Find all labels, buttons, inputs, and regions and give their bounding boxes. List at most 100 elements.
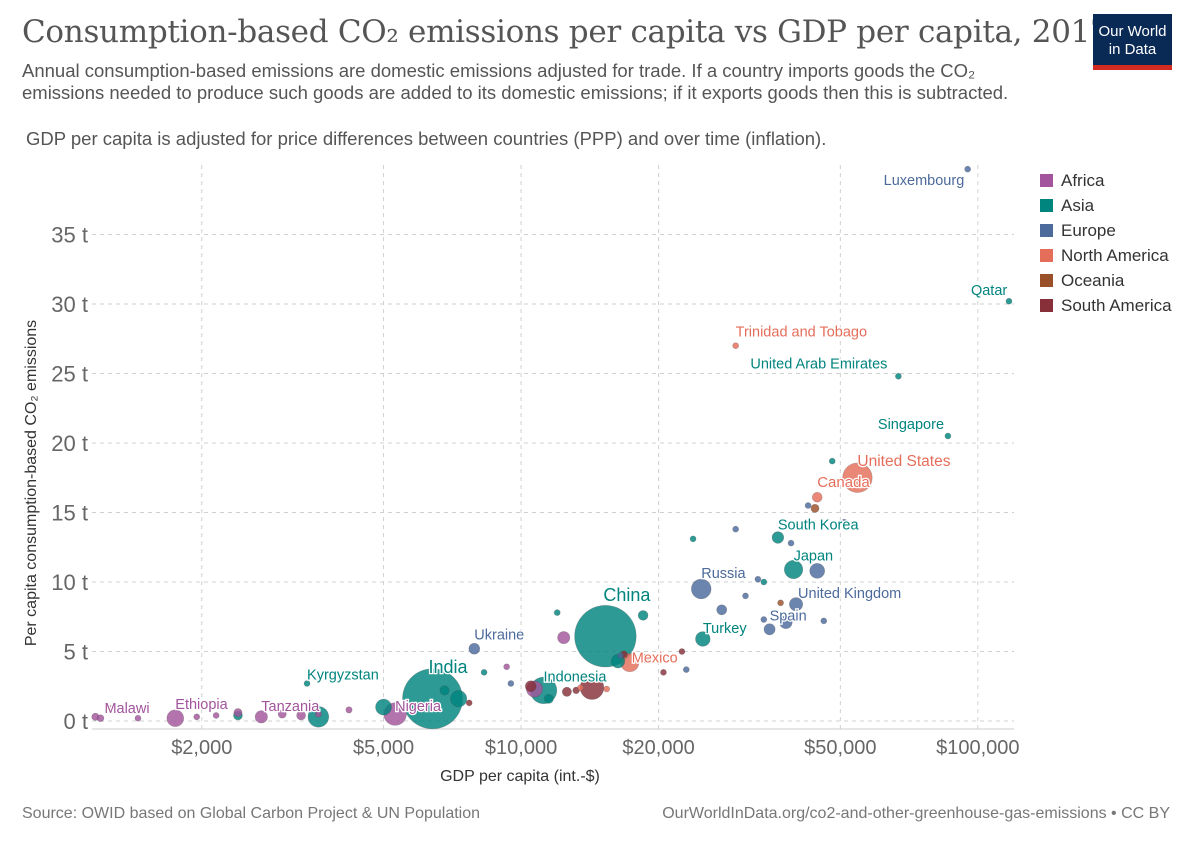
- data-point-china: [574, 605, 637, 668]
- data-point: [689, 535, 697, 543]
- data-point: [810, 503, 820, 513]
- legend-item-europe[interactable]: Europe: [1040, 218, 1172, 243]
- data-point: [212, 712, 220, 719]
- y-axis-ticks: 0 t 5 t 10 t 15 t 20 t 25 t 30 t 35 t: [51, 223, 88, 735]
- data-point-trinidad-and-tobago: [732, 342, 739, 350]
- data-point: [777, 599, 784, 607]
- source-note: Source: OWID based on Global Carbon Proj…: [22, 805, 481, 822]
- point-label: Nigeria: [395, 699, 442, 715]
- data-point-luxembourg: [964, 165, 971, 173]
- x-tick-label: $100,000: [936, 737, 1019, 759]
- point-label: Luxembourg: [884, 173, 965, 189]
- data-point: [480, 669, 488, 676]
- data-point-singapore: [944, 432, 952, 440]
- data-point: [732, 525, 739, 533]
- legend-label: South America: [1061, 295, 1172, 315]
- data-point: [820, 617, 828, 625]
- source-url[interactable]: OurWorldInData.org/co2-and-other-greenho…: [662, 805, 1170, 822]
- legend-item-north-america[interactable]: North America: [1040, 243, 1172, 268]
- chart-subtitle: Annual consumption-based emissions are d…: [22, 60, 1009, 103]
- data-point: [716, 604, 728, 616]
- data-point: [233, 708, 243, 718]
- point-label: Malawi: [104, 701, 149, 717]
- data-point: [840, 518, 848, 526]
- data-point: [507, 680, 515, 687]
- y-axis-label: Per capita consumption-based CO₂ emissio…: [23, 320, 40, 646]
- x-tick-label: $2,000: [171, 737, 232, 759]
- point-label: United Kingdom: [798, 586, 901, 602]
- point-label: Kyrgyzstan: [307, 667, 379, 683]
- legend-label: Europe: [1061, 220, 1116, 240]
- data-point: [637, 610, 649, 621]
- owid-logo[interactable]: Our World in Data: [1093, 14, 1172, 70]
- legend-swatch: [1040, 174, 1053, 187]
- legend-item-south-america[interactable]: South America: [1040, 293, 1172, 318]
- data-point: [678, 648, 686, 655]
- data-point-kyrgyzstan: [303, 680, 311, 687]
- x-axis-label: GDP per capita (int.-$): [440, 768, 600, 785]
- y-tick-label: 30 t: [51, 292, 88, 317]
- point-label: Singapore: [878, 417, 944, 433]
- legend-label: North America: [1061, 245, 1169, 265]
- point-label: Ukraine: [474, 628, 524, 644]
- y-tick-label: 15 t: [51, 501, 88, 526]
- point-label: Qatar: [971, 283, 1007, 299]
- logo-line-2: in Data: [1108, 41, 1157, 58]
- data-point: [106, 705, 114, 712]
- point-label: Japan: [794, 548, 834, 564]
- data-points: [91, 165, 1013, 730]
- data-point: [553, 609, 561, 616]
- point-label: Ethiopia: [175, 697, 228, 713]
- data-point: [450, 690, 468, 708]
- data-point: [277, 709, 287, 719]
- data-point: [561, 686, 572, 697]
- data-point: [603, 685, 611, 693]
- data-point: [760, 616, 768, 623]
- point-label: United States: [857, 453, 950, 470]
- data-point-canada: [811, 491, 823, 503]
- grid-lines: [92, 165, 1014, 730]
- data-point: [641, 653, 652, 664]
- data-point: [617, 652, 624, 659]
- y-tick-label: 5 t: [64, 640, 88, 665]
- data-point: [760, 578, 768, 586]
- legend-item-asia[interactable]: Asia: [1040, 193, 1172, 218]
- data-point: [682, 666, 690, 673]
- legend-label: Asia: [1061, 195, 1095, 215]
- data-point-turkey: [695, 631, 711, 647]
- data-point: [809, 563, 825, 579]
- legend-swatch: [1040, 199, 1053, 212]
- data-point: [787, 539, 795, 547]
- data-point-qatar: [1005, 297, 1013, 305]
- data-point-malawi: [96, 714, 105, 722]
- data-point-united-states: [842, 462, 873, 493]
- y-tick-label: 20 t: [51, 431, 88, 456]
- y-tick-label: 0 t: [64, 709, 88, 734]
- point-label: Canada: [817, 474, 870, 491]
- chart-title: Consumption-based CO₂ emissions per capi…: [22, 14, 1110, 50]
- legend-item-africa[interactable]: Africa: [1040, 168, 1172, 193]
- data-point: [828, 457, 836, 465]
- y-tick-label: 10 t: [51, 570, 88, 595]
- legend-item-oceania[interactable]: Oceania: [1040, 268, 1172, 293]
- point-label: Tanzania: [261, 699, 320, 715]
- point-label: Trinidad and Tobago: [736, 325, 867, 341]
- legend-label: Oceania: [1061, 270, 1125, 290]
- x-tick-label: $50,000: [804, 737, 876, 759]
- data-point: [375, 698, 392, 716]
- data-point-south-korea: [771, 531, 785, 544]
- point-label: Turkey: [703, 621, 748, 637]
- data-point-ukraine: [468, 642, 481, 655]
- data-point: [779, 615, 793, 629]
- x-axis-ticks: $2,000 $5,000 $10,000 $20,000 $50,000 $100,00…: [171, 737, 1019, 759]
- legend-swatch: [1040, 224, 1053, 237]
- point-label: China: [603, 585, 651, 605]
- data-point-ethiopia: [166, 709, 184, 727]
- legend-swatch: [1040, 274, 1053, 287]
- data-point: [314, 710, 322, 718]
- data-point: [134, 714, 142, 722]
- point-label: Mexico: [632, 651, 678, 667]
- data-point: [660, 669, 667, 676]
- data-point: [439, 685, 450, 696]
